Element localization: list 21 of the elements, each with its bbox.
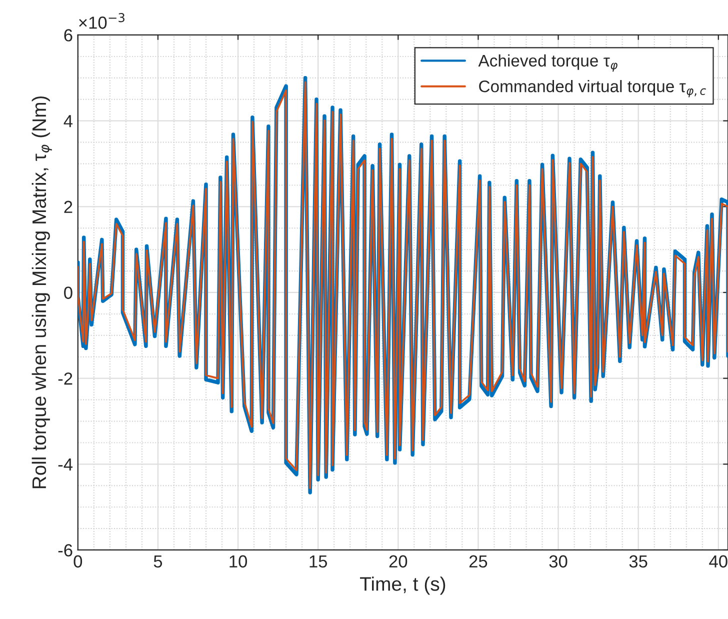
y-tick-label: -4 — [58, 458, 73, 470]
y-tick-label: 4 — [64, 115, 73, 128]
x-tick-label: 35 — [629, 555, 648, 568]
y-tick-label: 2 — [64, 200, 72, 213]
x-axis-title: Time, t (s) — [360, 576, 446, 595]
text: ×10$^{−3}$ — [79, 12, 124, 29]
legend-label: Commanded virtual torque τ$_{φ,c}$ — [479, 80, 706, 98]
x-tick-label: 40 — [709, 555, 728, 568]
legend-label: Achieved torque τ$_{φ}$ — [478, 54, 618, 72]
x-tick-label: 15 — [310, 555, 328, 568]
x-tick-label: 5 — [154, 555, 162, 568]
x-tick-label: 10 — [230, 555, 247, 568]
x-tick-label: 25 — [469, 555, 488, 568]
y-axis-title: Roll torque when using Mixing Matrix, τ$_{φ}$ (Nm) — [32, 96, 52, 488]
y-tick-label: 0 — [64, 286, 72, 299]
x-tick-label: 30 — [549, 555, 568, 568]
y-tick-label: -6 — [58, 544, 72, 556]
x-tick-label: 20 — [389, 555, 408, 568]
y-tick-label: 6 — [64, 29, 72, 42]
x-tick-label: 0 — [74, 555, 82, 568]
y-tick-label: -2 — [58, 372, 72, 385]
